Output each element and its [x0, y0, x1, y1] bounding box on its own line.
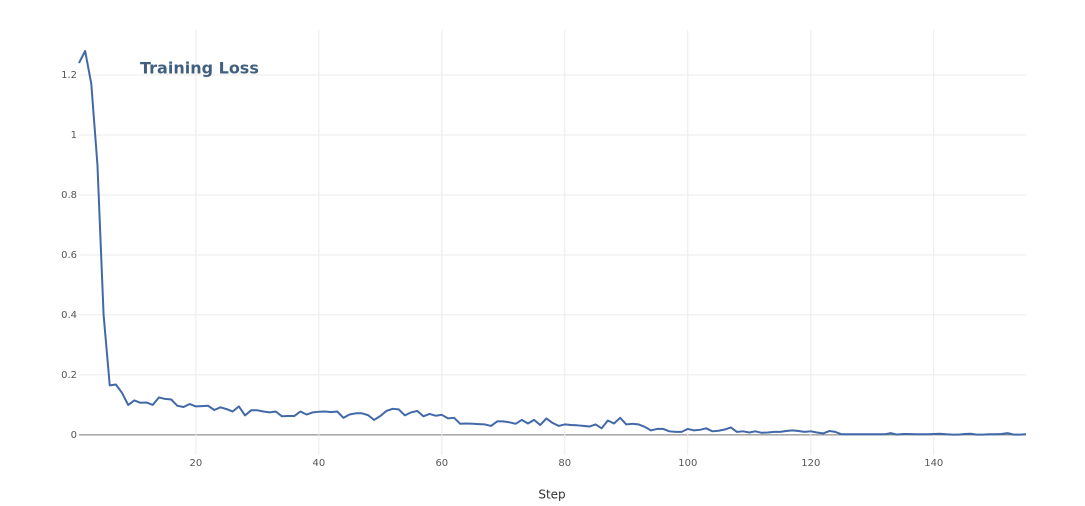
- y-tick-label: 0.8: [61, 190, 77, 201]
- x-tick-label: 40: [312, 458, 325, 469]
- y-tick-label: 0: [71, 430, 77, 441]
- x-tick-label: 80: [558, 458, 571, 469]
- x-tick-label: 60: [435, 458, 448, 469]
- grid: 0 0.2 0.4 0.6 0.8 1 1.2 20 40 60 80 100 120 140: [61, 30, 1026, 469]
- x-tick-label: 100: [678, 458, 697, 469]
- y-tick-label: 1: [71, 130, 77, 141]
- x-tick-label: 120: [801, 458, 820, 469]
- loss-line: [78, 50, 1027, 436]
- x-tick-label: 20: [189, 458, 202, 469]
- y-tick-label: 0.2: [61, 370, 77, 381]
- chart-title: Training Loss: [140, 59, 259, 78]
- x-tick-label: 140: [924, 458, 943, 469]
- y-tick-label: 0.6: [61, 250, 77, 261]
- x-axis-label: Step: [538, 488, 565, 502]
- y-tick-label: 1.2: [61, 70, 77, 81]
- y-tick-label: 0.4: [61, 310, 77, 321]
